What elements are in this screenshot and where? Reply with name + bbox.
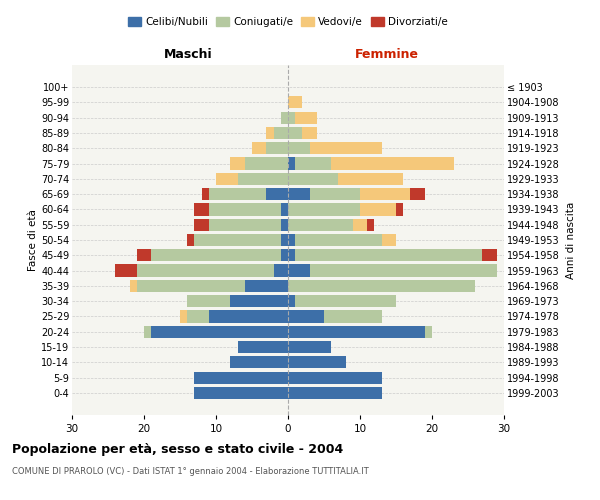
Bar xyxy=(216,172,238,185)
Bar xyxy=(310,264,497,276)
Text: Maschi: Maschi xyxy=(164,48,213,62)
Bar xyxy=(144,326,151,338)
Bar xyxy=(295,249,482,262)
Bar xyxy=(310,142,382,154)
Bar xyxy=(288,310,324,322)
Bar xyxy=(288,172,338,185)
Bar xyxy=(382,234,396,246)
Bar xyxy=(281,204,288,216)
Legend: Celibi/Nubili, Coniugati/e, Vedovi/e, Divorziati/e: Celibi/Nubili, Coniugati/e, Vedovi/e, Di… xyxy=(124,12,452,32)
Bar xyxy=(288,249,295,262)
Bar xyxy=(295,112,317,124)
Y-axis label: Fasce di età: Fasce di età xyxy=(28,209,38,271)
Bar xyxy=(187,234,194,246)
Bar xyxy=(245,280,288,292)
Bar xyxy=(180,310,187,322)
Bar xyxy=(288,341,331,353)
Bar xyxy=(274,127,288,139)
Bar xyxy=(288,204,360,216)
Bar xyxy=(137,280,245,292)
Bar xyxy=(194,204,209,216)
Bar xyxy=(288,188,310,200)
Bar xyxy=(360,204,396,216)
Bar xyxy=(187,310,209,322)
Bar xyxy=(367,218,374,231)
Bar xyxy=(425,326,432,338)
Bar xyxy=(281,112,288,124)
Bar xyxy=(288,295,295,308)
Bar xyxy=(209,204,281,216)
Bar xyxy=(288,127,302,139)
Bar xyxy=(288,112,295,124)
Text: Popolazione per età, sesso e stato civile - 2004: Popolazione per età, sesso e stato civil… xyxy=(12,442,343,456)
Bar xyxy=(209,310,288,322)
Bar xyxy=(209,218,281,231)
Bar xyxy=(288,326,425,338)
Bar xyxy=(353,218,367,231)
Bar xyxy=(266,142,288,154)
Bar xyxy=(410,188,425,200)
Bar xyxy=(137,249,151,262)
Bar xyxy=(266,127,274,139)
Bar xyxy=(137,264,274,276)
Bar xyxy=(288,96,302,108)
Bar xyxy=(288,218,353,231)
Bar xyxy=(360,188,410,200)
Bar xyxy=(281,249,288,262)
Bar xyxy=(281,218,288,231)
Bar xyxy=(230,356,288,368)
Bar xyxy=(209,188,266,200)
Bar xyxy=(151,249,281,262)
Bar xyxy=(115,264,137,276)
Bar xyxy=(295,234,382,246)
Bar xyxy=(194,387,288,399)
Text: Femmine: Femmine xyxy=(355,48,419,62)
Bar xyxy=(482,249,497,262)
Bar xyxy=(230,295,288,308)
Bar xyxy=(396,204,403,216)
Bar xyxy=(274,264,288,276)
Bar xyxy=(288,356,346,368)
Bar xyxy=(338,172,403,185)
Bar xyxy=(238,341,288,353)
Bar xyxy=(288,387,382,399)
Bar xyxy=(324,310,382,322)
Bar xyxy=(194,234,281,246)
Bar xyxy=(288,158,295,170)
Bar xyxy=(202,188,209,200)
Bar xyxy=(302,127,317,139)
Bar xyxy=(310,188,360,200)
Bar xyxy=(288,372,382,384)
Bar xyxy=(130,280,137,292)
Text: COMUNE DI PRAROLO (VC) - Dati ISTAT 1° gennaio 2004 - Elaborazione TUTTITALIA.IT: COMUNE DI PRAROLO (VC) - Dati ISTAT 1° g… xyxy=(12,468,369,476)
Bar xyxy=(194,372,288,384)
Y-axis label: Anni di nascita: Anni di nascita xyxy=(566,202,577,278)
Bar xyxy=(194,218,209,231)
Bar xyxy=(252,142,266,154)
Bar xyxy=(151,326,288,338)
Bar xyxy=(238,172,288,185)
Bar xyxy=(187,295,230,308)
Bar xyxy=(295,158,331,170)
Bar xyxy=(331,158,454,170)
Bar xyxy=(230,158,245,170)
Bar xyxy=(266,188,288,200)
Bar xyxy=(288,142,310,154)
Bar xyxy=(281,234,288,246)
Bar xyxy=(288,280,475,292)
Bar xyxy=(288,264,310,276)
Bar xyxy=(295,295,396,308)
Bar xyxy=(288,234,295,246)
Bar xyxy=(245,158,288,170)
